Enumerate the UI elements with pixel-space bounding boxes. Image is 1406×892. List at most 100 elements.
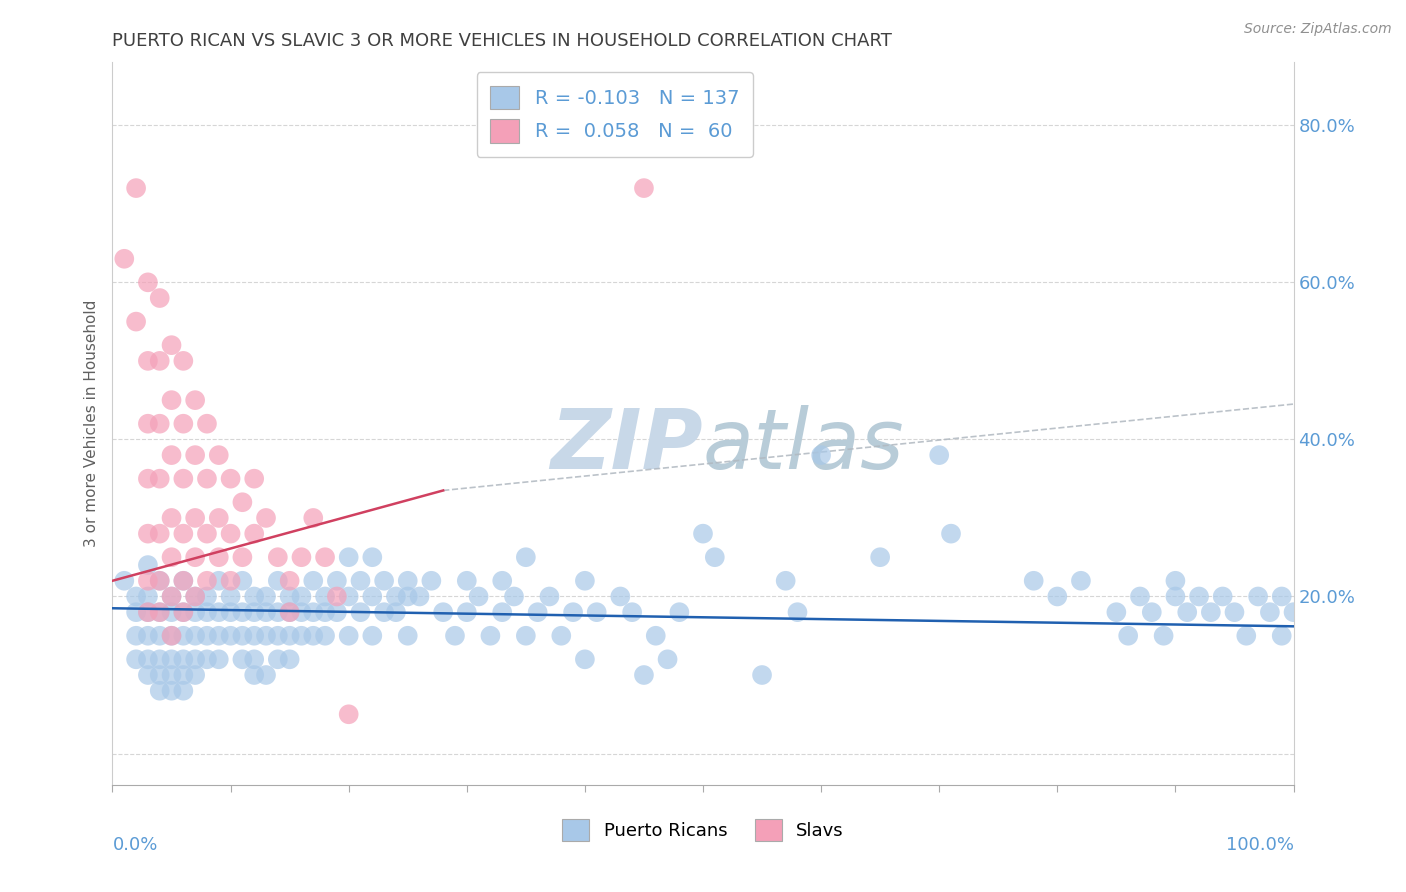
Point: [361, 590, 384, 604]
Point: [267, 652, 290, 666]
Point: [869, 550, 891, 565]
Point: [125, 652, 148, 666]
Point: [195, 574, 218, 588]
Point: [290, 550, 312, 565]
Point: [574, 652, 596, 666]
Point: [184, 550, 207, 565]
Point: [1271, 629, 1294, 643]
Point: [326, 605, 349, 619]
Point: [278, 605, 301, 619]
Point: [278, 652, 301, 666]
Point: [231, 652, 253, 666]
Point: [136, 276, 159, 290]
Point: [1258, 605, 1281, 619]
Point: [314, 629, 336, 643]
Point: [208, 652, 231, 666]
Point: [668, 605, 690, 619]
Point: [810, 448, 832, 462]
Point: [515, 550, 537, 565]
Point: [160, 511, 183, 525]
Point: [243, 629, 266, 643]
Point: [243, 590, 266, 604]
Point: [751, 668, 773, 682]
Point: [136, 605, 159, 619]
Point: [254, 629, 277, 643]
Point: [254, 668, 277, 682]
Point: [278, 574, 301, 588]
Point: [408, 590, 430, 604]
Point: [136, 590, 159, 604]
Point: [172, 652, 194, 666]
Point: [302, 605, 325, 619]
Point: [657, 652, 679, 666]
Point: [1164, 574, 1187, 588]
Point: [1046, 590, 1069, 604]
Point: [219, 472, 242, 486]
Point: [385, 590, 408, 604]
Point: [231, 495, 253, 509]
Point: [125, 181, 148, 195]
Point: [1116, 629, 1139, 643]
Point: [267, 629, 290, 643]
Point: [939, 526, 962, 541]
Point: [195, 472, 218, 486]
Point: [337, 629, 360, 643]
Point: [172, 574, 194, 588]
Point: [149, 574, 172, 588]
Point: [290, 590, 312, 604]
Point: [125, 605, 148, 619]
Point: [278, 590, 301, 604]
Point: [1175, 605, 1198, 619]
Point: [125, 629, 148, 643]
Point: [136, 652, 159, 666]
Point: [432, 605, 454, 619]
Point: [136, 668, 159, 682]
Point: [136, 472, 159, 486]
Point: [195, 526, 218, 541]
Point: [491, 574, 513, 588]
Point: [172, 683, 194, 698]
Text: 0.0%: 0.0%: [112, 836, 157, 854]
Point: [337, 707, 360, 722]
Point: [149, 526, 172, 541]
Point: [621, 605, 644, 619]
Text: 100.0%: 100.0%: [1226, 836, 1294, 854]
Point: [254, 511, 277, 525]
Point: [149, 291, 172, 305]
Point: [1070, 574, 1092, 588]
Point: [160, 393, 183, 408]
Point: [136, 605, 159, 619]
Point: [302, 629, 325, 643]
Point: [195, 605, 218, 619]
Point: [361, 629, 384, 643]
Point: [1140, 605, 1163, 619]
Point: [184, 605, 207, 619]
Point: [149, 629, 172, 643]
Point: [491, 605, 513, 619]
Point: [112, 574, 135, 588]
Point: [515, 629, 537, 643]
Point: [467, 590, 489, 604]
Point: [231, 574, 253, 588]
Point: [160, 448, 183, 462]
Point: [184, 668, 207, 682]
Point: [243, 526, 266, 541]
Point: [633, 668, 655, 682]
Point: [644, 629, 666, 643]
Point: [160, 652, 183, 666]
Point: [231, 629, 253, 643]
Point: [1022, 574, 1045, 588]
Point: [373, 605, 395, 619]
Point: [149, 417, 172, 431]
Point: [786, 605, 808, 619]
Point: [160, 629, 183, 643]
Point: [172, 668, 194, 682]
Point: [172, 417, 194, 431]
Point: [290, 629, 312, 643]
Point: [267, 550, 290, 565]
Point: [184, 629, 207, 643]
Point: [692, 526, 714, 541]
Point: [420, 574, 443, 588]
Point: [314, 550, 336, 565]
Point: [456, 605, 478, 619]
